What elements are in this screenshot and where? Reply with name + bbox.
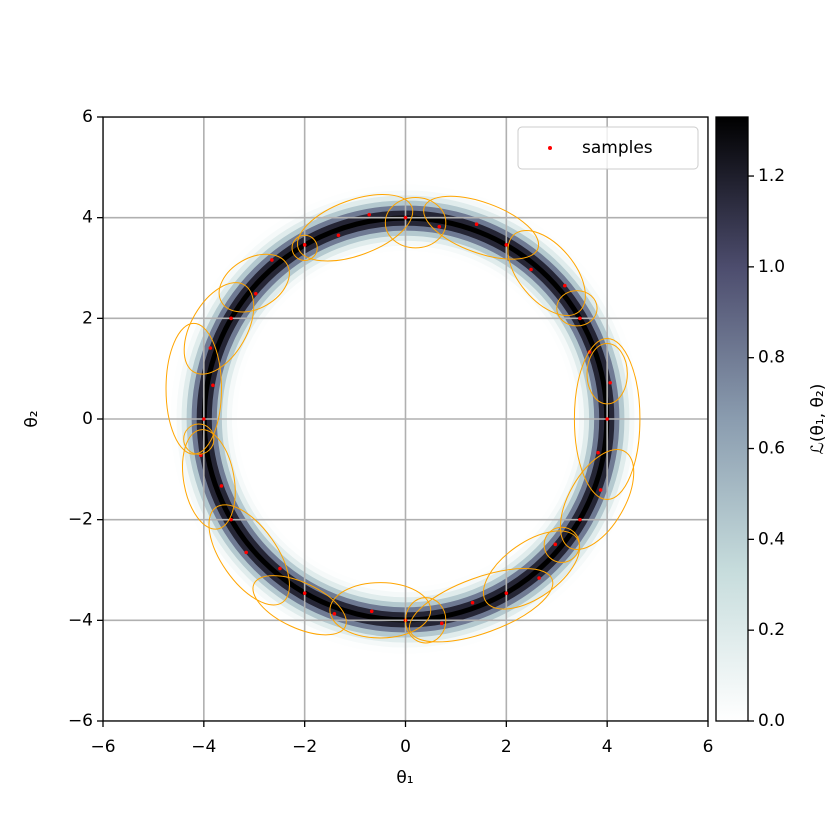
x-tick-label: −6 xyxy=(90,737,115,757)
sample-point xyxy=(253,291,258,296)
sample-point xyxy=(440,621,444,626)
sample-point xyxy=(578,517,582,522)
x-tick-label: 0 xyxy=(400,737,411,757)
sample-point xyxy=(367,212,372,217)
sample-point xyxy=(403,215,408,220)
ellipse xyxy=(405,597,447,644)
sample-point xyxy=(244,550,248,555)
plot-area xyxy=(103,117,708,721)
x-axis-label: θ₁ xyxy=(396,768,413,788)
y-axis-label: θ₂ xyxy=(22,410,42,427)
ellipse xyxy=(573,337,641,501)
ellipse xyxy=(252,575,347,636)
x-tick-label: 4 xyxy=(602,737,613,757)
colorbar-tick-label: 0.2 xyxy=(758,620,785,640)
sample-point xyxy=(332,611,337,616)
sample-point xyxy=(208,346,213,350)
ellipse xyxy=(296,193,414,262)
sample-point xyxy=(537,576,541,580)
sample-point xyxy=(437,224,442,229)
sample-point xyxy=(229,316,233,321)
y-tick-label: 4 xyxy=(82,208,93,228)
colorbar-tick-label: 0.4 xyxy=(758,529,785,549)
colorbar-tick-label: 1.0 xyxy=(758,257,785,277)
ellipse xyxy=(559,449,635,551)
sample-point xyxy=(553,542,558,547)
y-tick-label: −2 xyxy=(68,510,93,530)
x-tick-label: 2 xyxy=(501,737,512,757)
sample-point xyxy=(336,233,341,238)
sample-point xyxy=(529,267,533,272)
ellipse xyxy=(482,530,581,610)
legend-marker xyxy=(548,146,552,150)
sample-point xyxy=(596,450,600,455)
sample-point xyxy=(302,243,307,247)
sample-point xyxy=(369,609,374,614)
ellipse xyxy=(208,504,290,606)
colorbar-tick-label: 0.0 xyxy=(758,711,785,731)
sample-point xyxy=(608,380,612,385)
ellipse xyxy=(556,290,598,327)
ellipse xyxy=(182,429,236,530)
ellipse xyxy=(329,582,432,639)
sample-point xyxy=(278,566,282,571)
x-tick-label: −4 xyxy=(191,737,216,757)
colorbar-tick-label: 1.2 xyxy=(758,166,785,186)
x-tick-label: −2 xyxy=(292,737,317,757)
sample-point xyxy=(202,417,206,421)
y-tick-label: 6 xyxy=(82,107,93,127)
sample-point xyxy=(504,591,509,595)
legend-label: samples xyxy=(582,138,653,158)
sample-point xyxy=(211,383,215,388)
y-tick-label: −6 xyxy=(68,711,93,731)
colorbar xyxy=(715,116,749,722)
sample-point xyxy=(219,484,224,488)
ellipse xyxy=(165,322,222,455)
ellipse xyxy=(384,197,447,249)
y-tick-label: 2 xyxy=(82,308,93,328)
sample-point xyxy=(598,488,603,492)
y-tick-label: −4 xyxy=(68,610,93,630)
colorbar-tick-label: 0.6 xyxy=(758,439,785,459)
ellipse xyxy=(408,568,554,643)
ellipse xyxy=(423,195,540,260)
colorbar-label: ℒ(θ₁, θ₂) xyxy=(808,384,828,455)
colorbar-tick-label: 0.8 xyxy=(758,348,785,368)
legend-box xyxy=(517,126,699,170)
sample-point xyxy=(563,283,567,288)
sample-point xyxy=(470,600,475,605)
ellipse xyxy=(507,230,586,317)
sample-point xyxy=(578,316,582,321)
ellipse xyxy=(183,423,215,455)
sample-point xyxy=(605,417,609,421)
sample-point xyxy=(504,243,509,247)
ellipse xyxy=(218,253,290,313)
sample-point xyxy=(474,222,479,227)
ellipse xyxy=(586,343,628,405)
x-tick-label: 6 xyxy=(703,737,714,757)
ellipse xyxy=(291,234,318,261)
sample-point xyxy=(270,258,274,262)
sample-point xyxy=(302,591,307,595)
y-tick-label: 0 xyxy=(82,409,93,429)
ellipse xyxy=(183,282,255,375)
